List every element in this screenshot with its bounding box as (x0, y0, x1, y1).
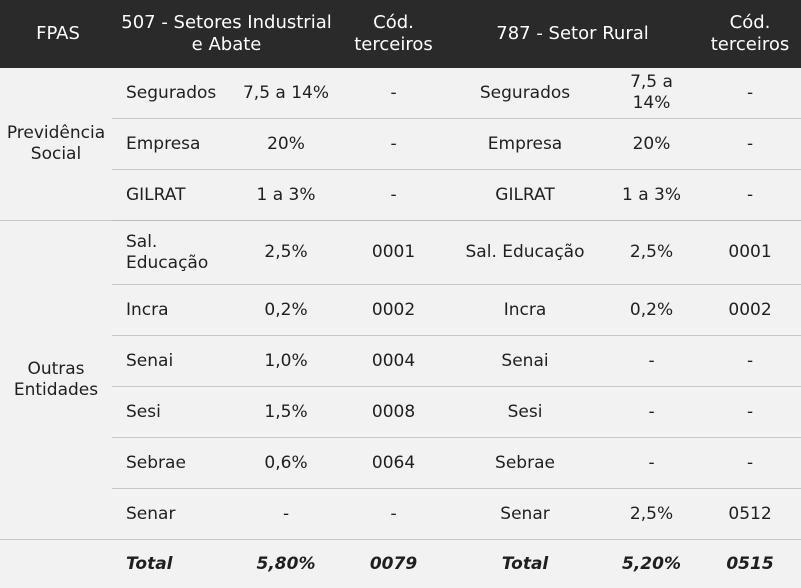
header-cod-terceiros-2: Cód. terceiros (699, 0, 801, 68)
row-value-rural: - (604, 336, 699, 387)
row-value: 0,6% (231, 438, 341, 489)
table-row: Empresa 20% - Empresa 20% - (0, 119, 801, 170)
row-code: 0008 (341, 387, 446, 438)
header-rural: 787 - Setor Rural (446, 0, 699, 68)
row-code-rural: - (699, 170, 801, 221)
row-value-rural: 7,5 a 14% (604, 68, 699, 119)
row-code-rural: 0002 (699, 285, 801, 336)
row-value-rural: 0,2% (604, 285, 699, 336)
total-spacer (0, 540, 112, 588)
total-label-rural: Total (446, 540, 604, 588)
row-value: 0,2% (231, 285, 341, 336)
total-code: 0079 (341, 540, 446, 588)
table-row: Outras Entidades Sal. Educação 2,5% 0001… (0, 221, 801, 285)
group-previdencia-social: Previdência Social (0, 68, 112, 221)
total-row: Total 5,80% 0079 Total 5,20% 0515 (0, 540, 801, 588)
row-label-rural: Segurados (446, 68, 604, 119)
row-code-rural: - (699, 68, 801, 119)
row-label-rural: Senai (446, 336, 604, 387)
row-value-rural: 1 a 3% (604, 170, 699, 221)
total-code-rural: 0515 (699, 540, 801, 588)
row-label: GILRAT (112, 170, 231, 221)
row-code: - (341, 119, 446, 170)
row-label: Senar (112, 489, 231, 540)
row-value-rural: - (604, 387, 699, 438)
row-label: Sesi (112, 387, 231, 438)
row-code-rural: 0512 (699, 489, 801, 540)
row-value: 20% (231, 119, 341, 170)
row-code-rural: - (699, 387, 801, 438)
table-row: Sebrae 0,6% 0064 Sebrae - - (0, 438, 801, 489)
table-row: GILRAT 1 a 3% - GILRAT 1 a 3% - (0, 170, 801, 221)
table-row: Previdência Social Segurados 7,5 a 14% -… (0, 68, 801, 119)
table-row: Sesi 1,5% 0008 Sesi - - (0, 387, 801, 438)
row-code: 0001 (341, 221, 446, 285)
row-code: 0064 (341, 438, 446, 489)
row-value-rural: 20% (604, 119, 699, 170)
row-value: 1,5% (231, 387, 341, 438)
total-value: 5,80% (231, 540, 341, 588)
row-value: 7,5 a 14% (231, 68, 341, 119)
header-fpas: FPAS (0, 0, 112, 68)
row-value: 1,0% (231, 336, 341, 387)
row-label-rural: Empresa (446, 119, 604, 170)
row-label-rural: Sesi (446, 387, 604, 438)
row-code-rural: - (699, 119, 801, 170)
row-value-rural: 2,5% (604, 221, 699, 285)
row-label: Senai (112, 336, 231, 387)
row-value: - (231, 489, 341, 540)
row-label-rural: Sebrae (446, 438, 604, 489)
row-code: - (341, 489, 446, 540)
table-row: Senar - - Senar 2,5% 0512 (0, 489, 801, 540)
total-value-rural: 5,20% (604, 540, 699, 588)
row-value-rural: - (604, 438, 699, 489)
row-value: 1 a 3% (231, 170, 341, 221)
row-label-rural: Sal. Educação (446, 221, 604, 285)
row-label: Empresa (112, 119, 231, 170)
row-code: - (341, 68, 446, 119)
row-label-rural: Incra (446, 285, 604, 336)
header-row: FPAS 507 - Setores Industrial e Abate Có… (0, 0, 801, 68)
row-code: - (341, 170, 446, 221)
row-code-rural: - (699, 438, 801, 489)
row-label: Segurados (112, 68, 231, 119)
row-label: Sal. Educação (112, 221, 231, 285)
row-label: Incra (112, 285, 231, 336)
table-row: Senai 1,0% 0004 Senai - - (0, 336, 801, 387)
row-value-rural: 2,5% (604, 489, 699, 540)
row-label-rural: GILRAT (446, 170, 604, 221)
row-label: Sebrae (112, 438, 231, 489)
row-code-rural: - (699, 336, 801, 387)
header-industrial: 507 - Setores Industrial e Abate (112, 0, 341, 68)
header-cod-terceiros-1: Cód. terceiros (341, 0, 446, 68)
row-value: 2,5% (231, 221, 341, 285)
group-outras-entidades: Outras Entidades (0, 221, 112, 540)
row-code: 0002 (341, 285, 446, 336)
row-code-rural: 0001 (699, 221, 801, 285)
row-label-rural: Senar (446, 489, 604, 540)
row-code: 0004 (341, 336, 446, 387)
total-label: Total (112, 540, 231, 588)
table-row: Incra 0,2% 0002 Incra 0,2% 0002 (0, 285, 801, 336)
